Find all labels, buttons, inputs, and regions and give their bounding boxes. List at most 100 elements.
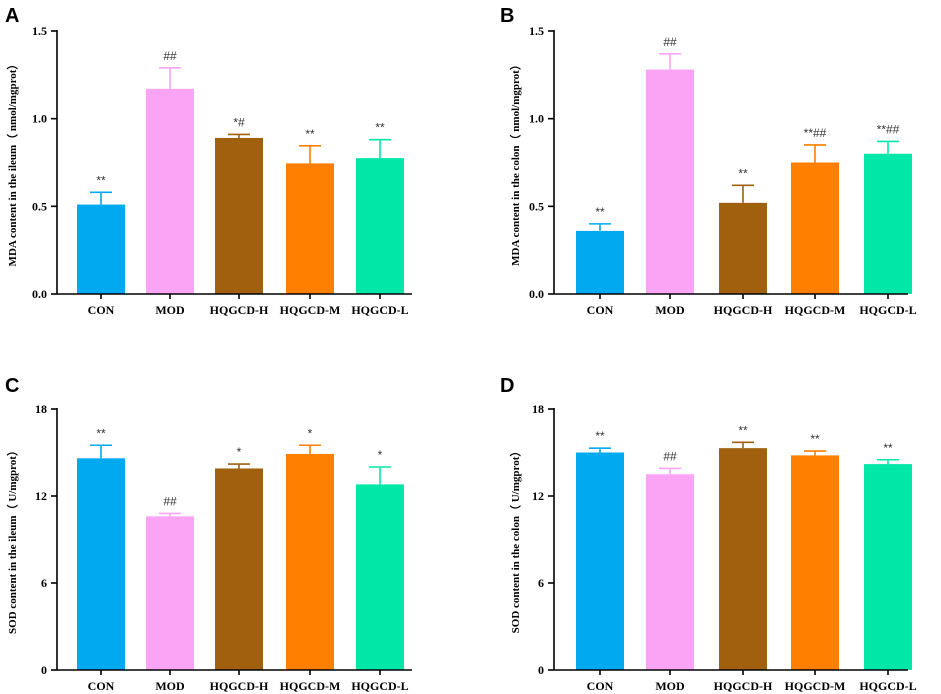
error-bar — [159, 67, 181, 89]
category-label: CON — [587, 303, 614, 317]
error-bar — [299, 444, 321, 454]
category-label: HQGCD-L — [351, 679, 408, 693]
error-bar — [877, 458, 899, 465]
bar-hqgcd-l — [356, 158, 404, 294]
significance-label: ## — [663, 35, 677, 49]
error-bar — [589, 223, 611, 231]
category-label: HQGCD-M — [785, 303, 846, 317]
y-tick-label: 1.5 — [529, 24, 544, 38]
bar-con — [77, 204, 125, 294]
y-tick-label: 0.5 — [529, 199, 544, 213]
category-label: HQGCD-H — [714, 303, 773, 317]
bar-hqgcd-h — [719, 202, 767, 294]
bar-mod — [646, 69, 694, 294]
error-bar — [804, 450, 826, 456]
bar-con — [77, 458, 125, 670]
significance-label: * — [237, 445, 242, 459]
category-label: MOD — [655, 303, 685, 317]
y-axis-title: SOD content in the colon（ U/mgprot） — [509, 446, 522, 634]
y-axis-title: MDA content in the ileum（ nmol/mgprot） — [6, 59, 19, 267]
error-bar — [228, 463, 250, 469]
y-tick-label: 6 — [538, 576, 544, 590]
category-label: HQGCD-H — [714, 679, 773, 693]
y-tick-label: 0.0 — [529, 287, 544, 301]
significance-label: ## — [163, 494, 177, 508]
significance-label: ** — [595, 205, 605, 219]
significance-label: ## — [163, 49, 177, 63]
bar-hqgcd-m — [286, 163, 334, 294]
significance-label: **## — [804, 126, 827, 140]
y-tick-label: 6 — [41, 576, 47, 590]
y-tick-label: 1.5 — [32, 24, 47, 38]
category-label: HQGCD-H — [210, 679, 269, 693]
error-bar — [90, 191, 112, 205]
error-bar — [299, 145, 321, 164]
bar-con — [576, 230, 624, 294]
bar-mod — [646, 474, 694, 670]
panel-letter: C — [5, 375, 19, 397]
significance-label: ** — [738, 423, 748, 437]
significance-label: *# — [233, 115, 245, 129]
category-label: HQGCD-M — [280, 303, 341, 317]
bar-hqgcd-h — [719, 448, 767, 670]
error-bar — [228, 133, 250, 138]
category-label: CON — [587, 679, 614, 693]
category-label: MOD — [155, 303, 185, 317]
y-tick-label: 0 — [41, 663, 47, 677]
significance-label: ** — [96, 173, 106, 187]
y-tick-label: 12 — [532, 489, 544, 503]
error-bar — [804, 144, 826, 163]
error-bar — [369, 138, 391, 159]
significance-label: * — [308, 426, 313, 440]
panel-letter: D — [500, 375, 514, 397]
y-tick-label: 1.0 — [32, 112, 47, 126]
error-bar — [589, 447, 611, 453]
bar-hqgcd-m — [791, 455, 839, 670]
error-bar — [732, 441, 754, 449]
category-label: MOD — [155, 679, 185, 693]
significance-label: * — [378, 448, 383, 462]
error-bar — [659, 52, 681, 70]
bar-hqgcd-l — [864, 153, 912, 294]
significance-label: ** — [883, 441, 893, 455]
category-label: CON — [88, 679, 115, 693]
significance-label: ** — [375, 121, 385, 135]
significance-label: ** — [738, 166, 748, 180]
category-label: MOD — [655, 679, 685, 693]
error-bar — [159, 512, 181, 517]
error-bar — [877, 140, 899, 154]
error-bar — [90, 444, 112, 459]
bar-mod — [146, 88, 194, 294]
error-bar — [369, 466, 391, 485]
y-tick-label: 0 — [538, 663, 544, 677]
bar-con — [576, 452, 624, 670]
category-label: CON — [88, 303, 115, 317]
chart-panel-a: A ** ## *# ** ** 0.0 0.5 1.0 1.5 CON MOD HQGCD-H HQGC… — [5, 5, 412, 317]
y-tick-label: 0.0 — [32, 287, 47, 301]
chart-panel-d: D ** ## ** ** ** 0 6 12 18 CON MOD HQGCD-H HQGCD-M HQG… — [500, 375, 917, 693]
category-label: HQGCD-H — [210, 303, 269, 317]
bar-hqgcd-m — [286, 453, 334, 670]
significance-label: ** — [810, 432, 820, 446]
y-tick-label: 0.5 — [32, 199, 47, 213]
error-bar — [659, 467, 681, 475]
bar-hqgcd-h — [215, 468, 263, 670]
y-tick-label: 12 — [35, 489, 47, 503]
error-bar — [732, 184, 754, 203]
bar-hqgcd-h — [215, 137, 263, 294]
bar-hqgcd-l — [864, 464, 912, 670]
y-tick-label: 18 — [35, 402, 47, 416]
y-tick-label: 1.0 — [529, 112, 544, 126]
bar-hqgcd-m — [791, 162, 839, 294]
category-label: HQGCD-M — [280, 679, 341, 693]
significance-label: ## — [663, 449, 677, 463]
y-axis-title: MDA content in the colon（ nmol/mgprot） — [509, 59, 522, 266]
panel-letter: B — [500, 5, 514, 27]
bar-mod — [146, 516, 194, 670]
category-label: HQGCD-L — [859, 679, 916, 693]
category-label: HQGCD-M — [785, 679, 846, 693]
panel-letter: A — [5, 5, 19, 27]
